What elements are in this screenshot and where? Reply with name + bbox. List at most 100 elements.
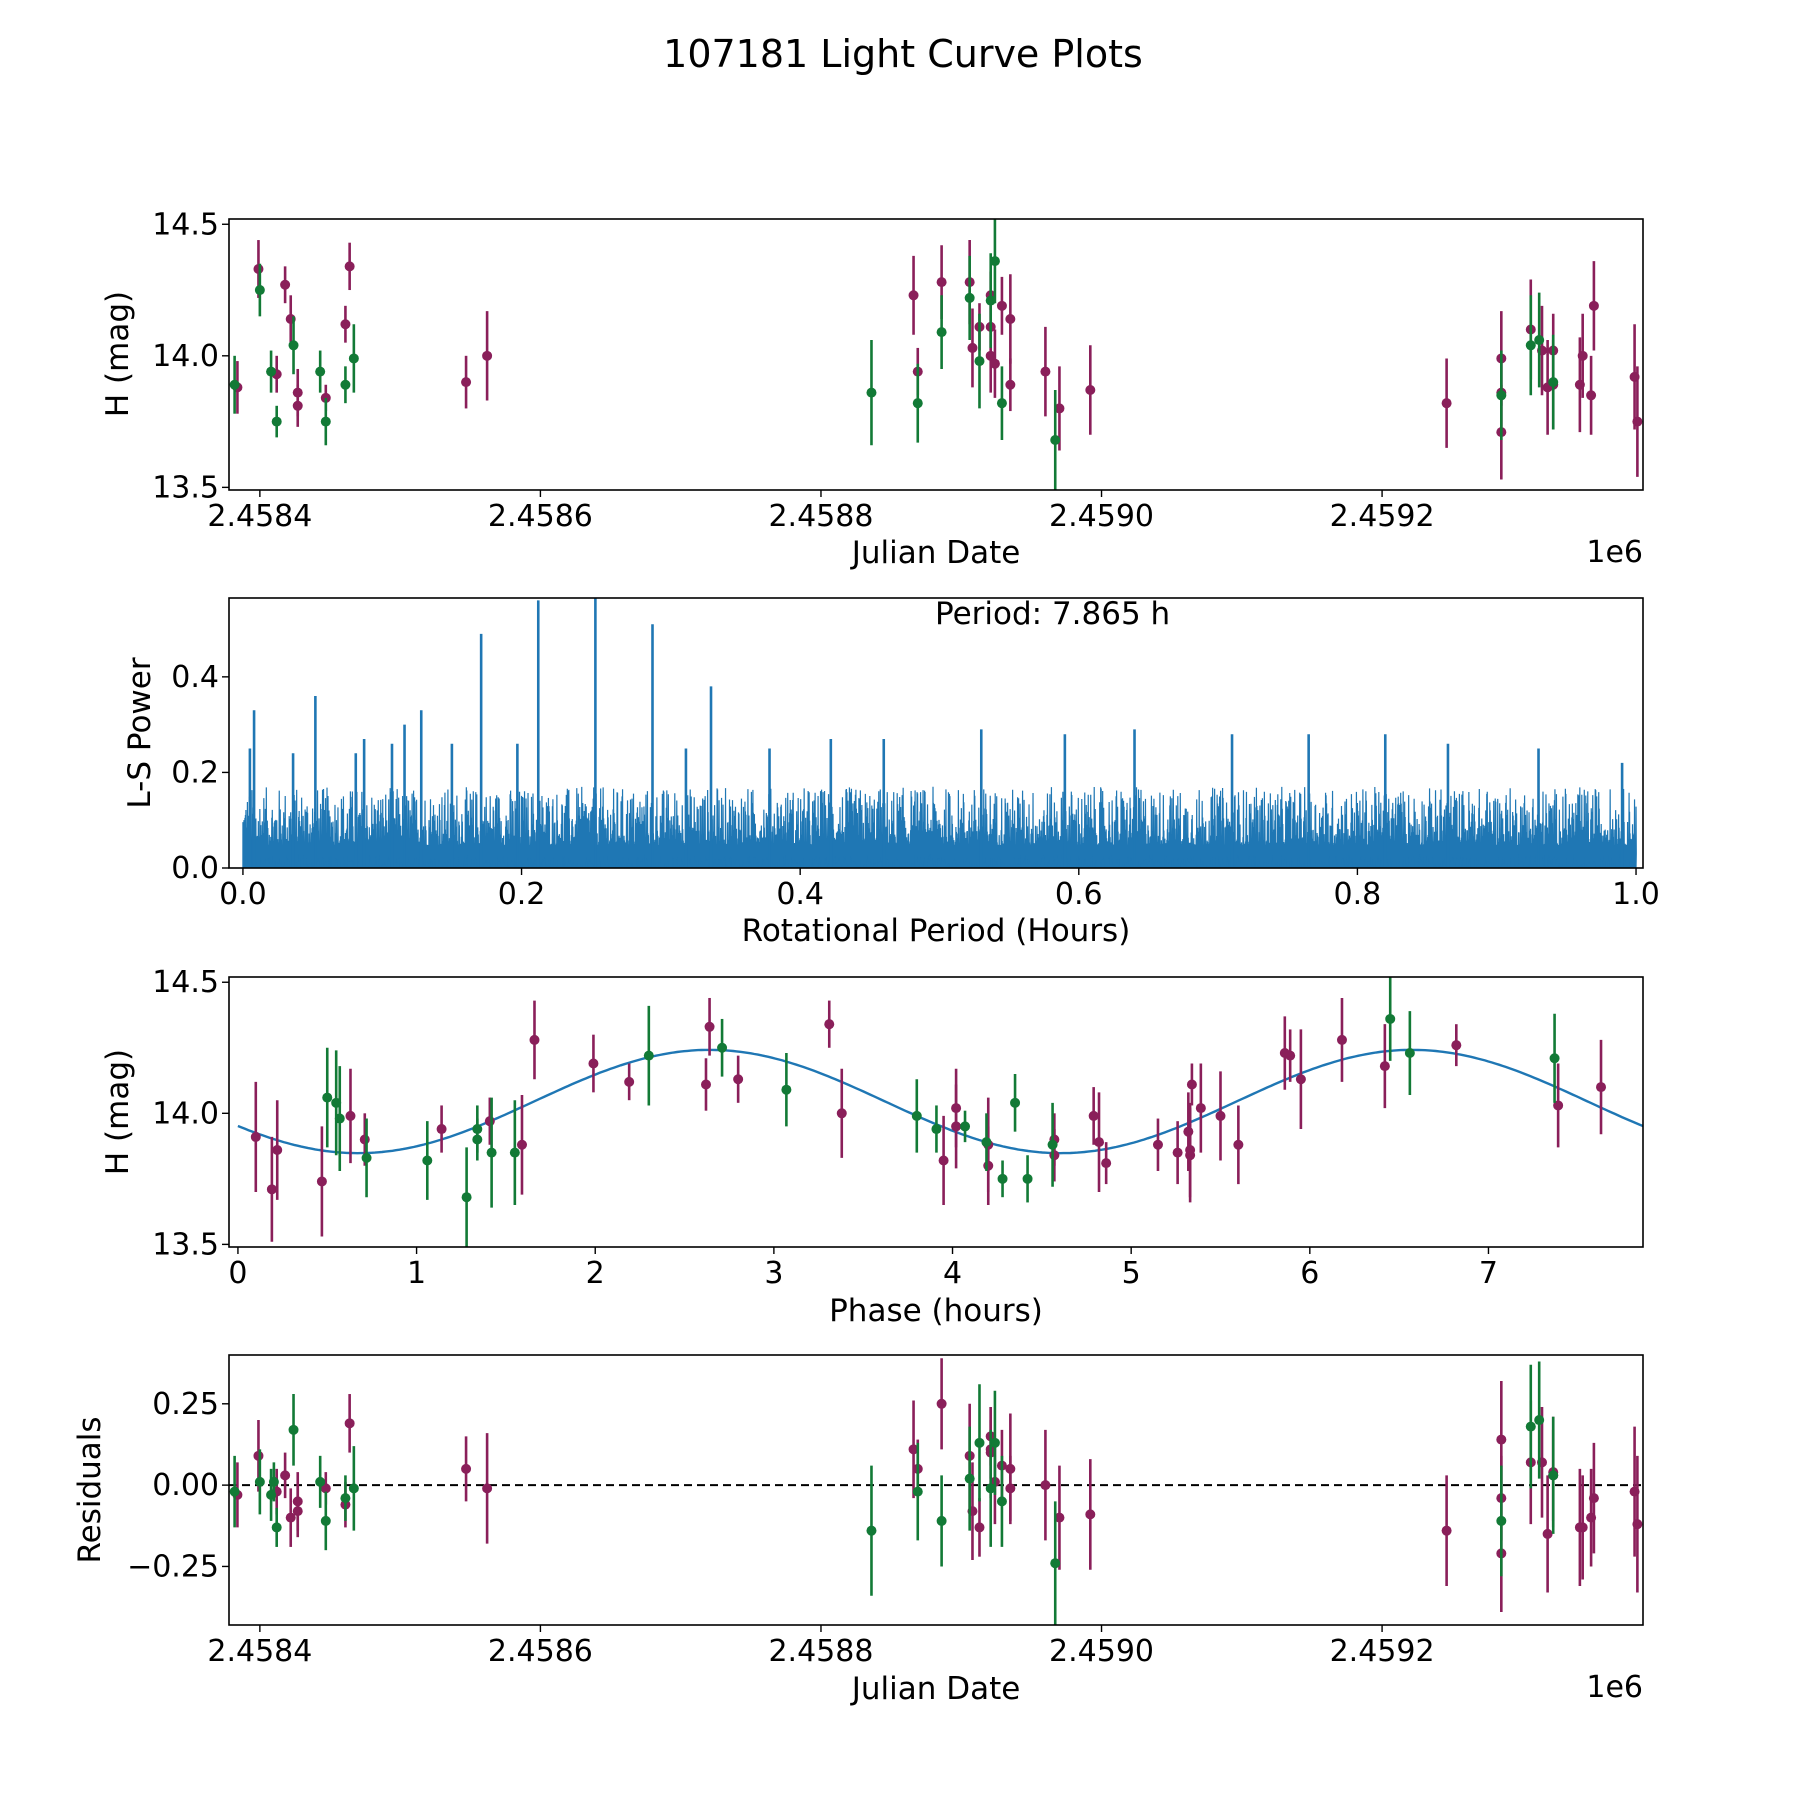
residuals-plot-area [229, 1358, 1643, 1625]
data-point [985, 253, 996, 348]
point-marker [266, 1184, 277, 1195]
point-marker [348, 1483, 359, 1494]
data-point [964, 1426, 975, 1531]
data-point [1050, 1501, 1061, 1625]
point-marker [272, 1145, 283, 1156]
point-marker [1005, 313, 1016, 324]
raw-x-axis-label: Julian Date [850, 535, 1021, 571]
point-marker [1054, 403, 1065, 414]
point-marker [1496, 1515, 1507, 1526]
x-tick-label: 2.4588 [768, 499, 873, 534]
data-point [936, 1475, 947, 1567]
point-marker [1525, 340, 1536, 351]
data-point [1005, 274, 1016, 364]
point-marker [486, 1147, 497, 1158]
series-magenta [232, 240, 1643, 480]
raw-plot-area [229, 219, 1643, 490]
point-marker [974, 1437, 985, 1448]
data-point [700, 1058, 711, 1111]
point-marker [229, 1486, 240, 1497]
point-marker [320, 1483, 331, 1494]
data-point [1496, 1465, 1507, 1577]
point-marker [1185, 1145, 1196, 1156]
point-marker [482, 350, 493, 361]
data-point [981, 1113, 992, 1171]
x-tick-label: 0.2 [498, 877, 546, 912]
y-tick-label: 14.0 [152, 1096, 219, 1131]
point-marker [271, 416, 282, 427]
data-point [974, 1384, 985, 1502]
point-marker [1525, 1421, 1536, 1432]
point-marker [361, 1152, 372, 1163]
point-marker [1050, 1558, 1061, 1569]
data-point [960, 1110, 971, 1143]
data-point [936, 295, 947, 369]
periodogram-ticks: 0.0 0.2 0.4 0.6 0.8 1.0 0.0 0.2 0.4 [171, 660, 1660, 912]
panel-residuals: 2.4584 2.4586 2.4588 2.4590 2.4592 −0.25 0.00 0… [72, 1354, 1644, 1707]
point-marker [996, 300, 1007, 311]
point-marker [1094, 1137, 1105, 1148]
y-tick-label: 13.5 [152, 1227, 219, 1262]
residuals-y-axis-label: Residuals [72, 1416, 108, 1563]
point-marker [1588, 300, 1599, 311]
y-tick-label: 14.5 [152, 965, 219, 1000]
data-point [1185, 1102, 1196, 1198]
y-tick-label: 14.5 [152, 207, 219, 242]
point-marker [484, 1116, 495, 1127]
point-marker [288, 1424, 299, 1435]
phased-y-axis-label: H (mag) [100, 1049, 136, 1175]
periodogram-axes-frame [228, 597, 1644, 869]
data-point [288, 1394, 299, 1466]
data-point [717, 1018, 728, 1077]
point-marker [340, 1493, 351, 1504]
point-marker [288, 340, 299, 351]
data-point [344, 1394, 355, 1453]
raw-x-offset-label: 1e6 [1586, 535, 1643, 570]
point-marker [1233, 1139, 1244, 1150]
data-point [1441, 358, 1452, 448]
data-point [229, 355, 240, 414]
data-point [908, 255, 919, 335]
point-marker [340, 379, 351, 390]
data-point [486, 1097, 497, 1208]
point-marker [1005, 1483, 1016, 1494]
data-point [1534, 292, 1545, 388]
point-marker [938, 1155, 949, 1166]
data-point [436, 1105, 447, 1153]
x-tick-label: 2.4584 [207, 1634, 312, 1669]
x-tick-label: 4 [943, 1256, 962, 1291]
data-point [1285, 1029, 1296, 1082]
point-marker [911, 1110, 922, 1121]
point-marker [1049, 1150, 1060, 1161]
point-marker [1451, 1040, 1462, 1051]
point-marker [936, 1398, 947, 1409]
data-point [516, 1094, 527, 1195]
point-marker [348, 353, 359, 364]
data-point [1010, 1073, 1021, 1132]
point-marker [422, 1155, 433, 1166]
data-point [974, 313, 985, 409]
data-point [1596, 1039, 1607, 1135]
data-point [340, 366, 351, 404]
phased-axes-frame [228, 976, 1644, 1248]
point-marker [529, 1034, 540, 1045]
data-point [340, 305, 351, 343]
point-marker [1152, 1139, 1163, 1150]
y-tick-label: −0.25 [127, 1549, 219, 1584]
data-point [288, 316, 299, 375]
point-marker [1054, 1512, 1065, 1523]
x-tick-label: 0 [228, 1256, 247, 1291]
point-marker [704, 1021, 715, 1032]
x-tick-label: 0.8 [1334, 877, 1382, 912]
data-point [529, 1000, 540, 1080]
data-point [989, 1390, 1000, 1495]
point-marker [1047, 1139, 1058, 1150]
point-marker [1088, 1110, 1099, 1121]
data-point [271, 405, 282, 438]
residuals-x-offset-label: 1e6 [1586, 1670, 1643, 1705]
data-point [866, 1465, 877, 1596]
data-point [1054, 366, 1065, 451]
point-marker [951, 1121, 962, 1132]
point-marker [936, 277, 947, 288]
point-marker [1596, 1082, 1607, 1093]
